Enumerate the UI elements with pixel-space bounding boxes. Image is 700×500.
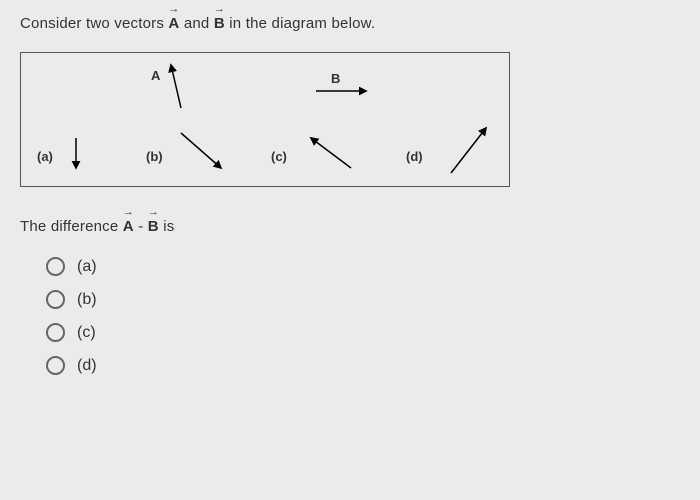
diff-suffix: is <box>163 218 174 235</box>
radio-icon <box>46 290 65 309</box>
vec-b-label: B <box>331 71 340 86</box>
vector-b-symbol: B <box>214 12 225 32</box>
choice-c-label: (c) <box>271 149 287 164</box>
diff-b-symbol: B <box>148 215 159 235</box>
choice-a-label: (a) <box>37 149 53 164</box>
difference-text: The difference A - B is <box>20 215 680 235</box>
diff-op: - <box>138 218 148 235</box>
options-group: (a) (b) (c) (d) <box>46 257 680 375</box>
diff-prefix: The difference <box>20 218 123 235</box>
vec-a-label: A <box>151 68 160 83</box>
diagram-box: A B (a) (b) (c) (d) <box>20 52 510 187</box>
radio-icon <box>46 356 65 375</box>
diff-a-symbol: A <box>123 215 134 235</box>
intro-mid: and <box>184 15 214 32</box>
option-c[interactable]: (c) <box>46 323 680 342</box>
radio-icon <box>46 323 65 342</box>
option-b-label: (b) <box>77 291 97 309</box>
diagram-svg <box>21 53 511 188</box>
choice-d-label: (d) <box>406 149 423 164</box>
option-c-label: (c) <box>77 324 96 342</box>
intro-prefix: Consider two vectors <box>20 15 168 32</box>
question-intro: Consider two vectors A and B in the diag… <box>20 12 680 32</box>
choice-b-label: (b) <box>146 149 163 164</box>
radio-icon <box>46 257 65 276</box>
option-b[interactable]: (b) <box>46 290 680 309</box>
vector-a-symbol: A <box>168 12 179 32</box>
option-d-label: (d) <box>77 357 97 375</box>
option-d[interactable]: (d) <box>46 356 680 375</box>
option-a-label: (a) <box>77 258 97 276</box>
option-a[interactable]: (a) <box>46 257 680 276</box>
intro-suffix: in the diagram below. <box>229 15 375 32</box>
